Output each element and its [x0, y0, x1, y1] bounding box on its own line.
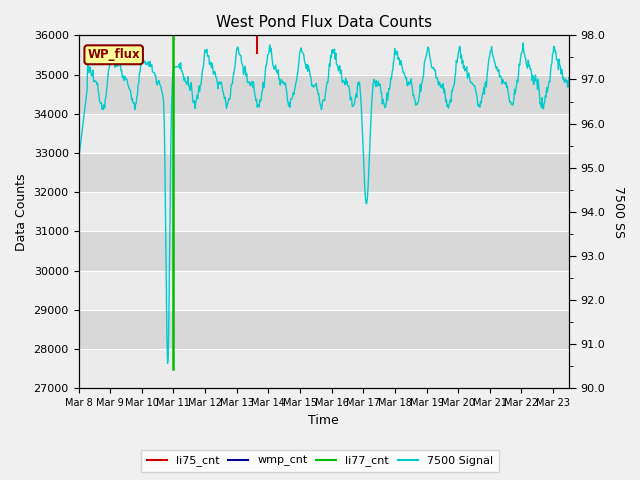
Bar	[79, 271, 569, 310]
X-axis label: Time: Time	[308, 414, 339, 427]
Legend: li75_cnt, wmp_cnt, li77_cnt, 7500 Signal: li75_cnt, wmp_cnt, li77_cnt, 7500 Signal	[141, 450, 499, 472]
Y-axis label: 7500 SS: 7500 SS	[612, 186, 625, 238]
Bar	[79, 74, 569, 114]
Bar	[79, 36, 569, 74]
Text: WP_flux: WP_flux	[87, 48, 140, 61]
Y-axis label: Data Counts: Data Counts	[15, 173, 28, 251]
Bar	[79, 192, 569, 231]
Bar	[79, 114, 569, 153]
Bar	[79, 231, 569, 271]
Bar	[79, 310, 569, 349]
Bar	[79, 349, 569, 388]
Title: West Pond Flux Data Counts: West Pond Flux Data Counts	[216, 15, 432, 30]
Bar	[79, 153, 569, 192]
